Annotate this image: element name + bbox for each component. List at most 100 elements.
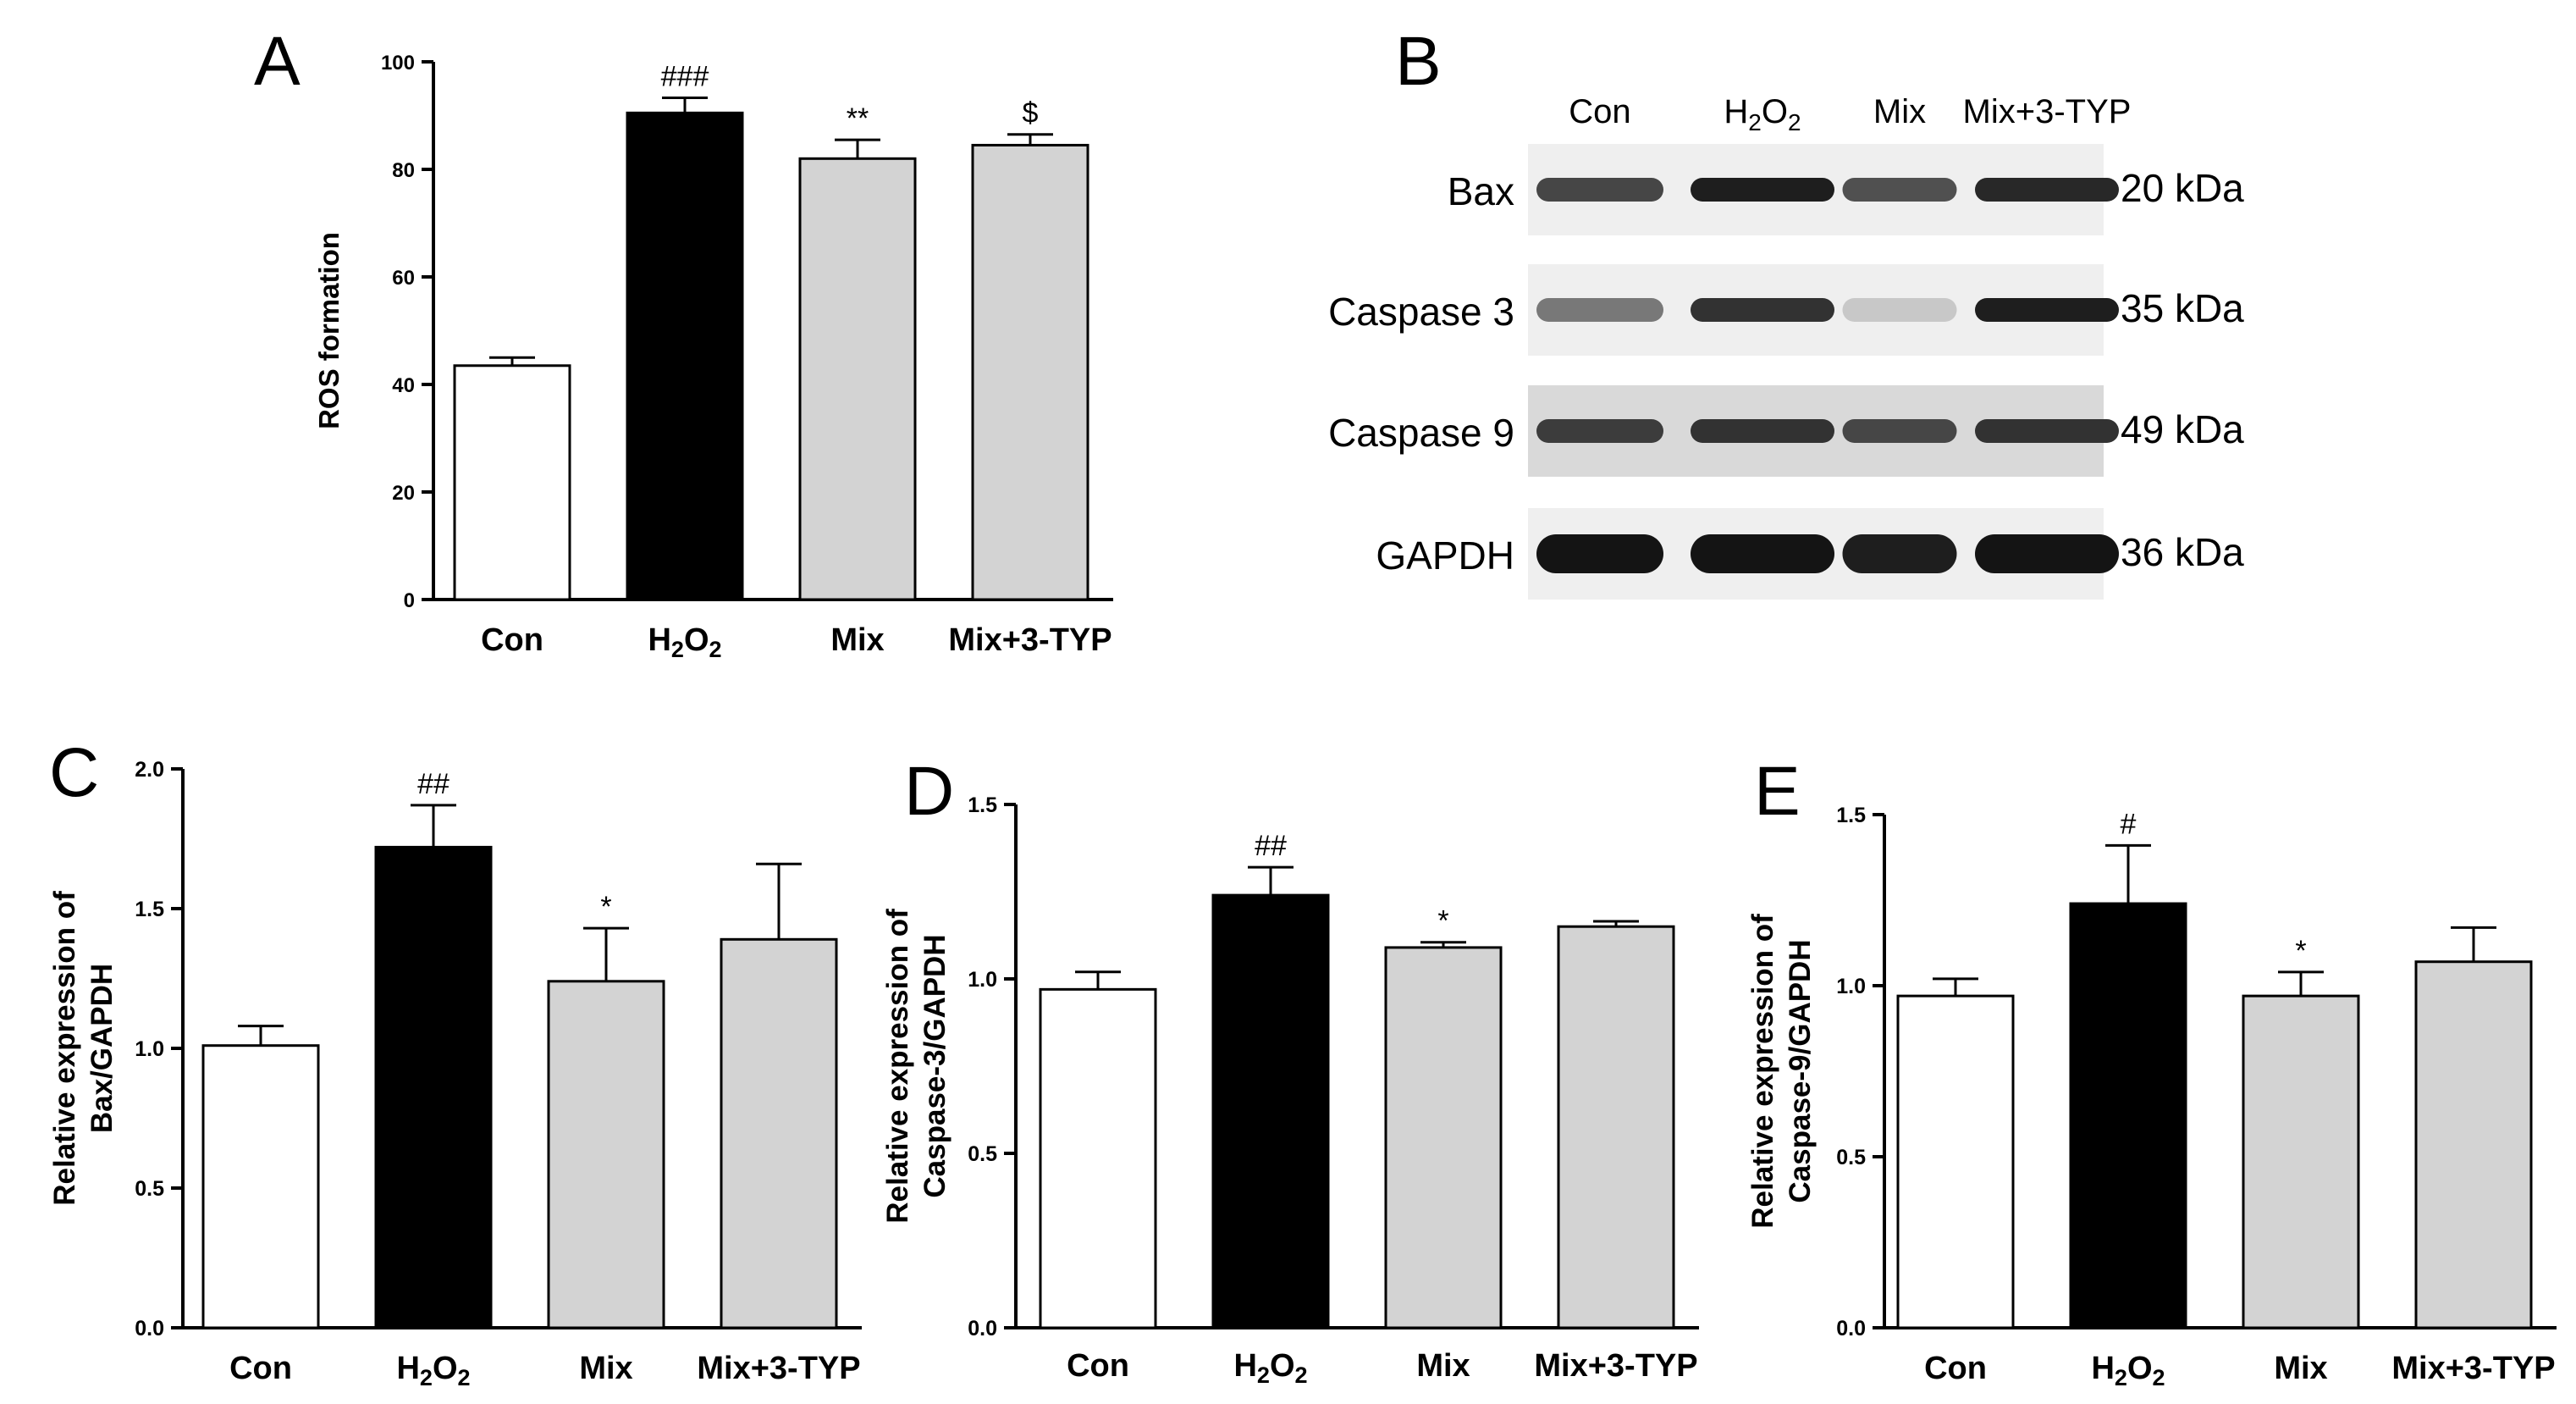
kda-label: 36 kDa <box>2121 530 2244 574</box>
protein-label: Caspase 3 <box>1328 290 1514 334</box>
significance-mark: ## <box>417 768 450 800</box>
y-tick-label: 1.5 <box>135 898 164 921</box>
bar <box>971 143 1089 601</box>
blot-band <box>1691 178 1834 202</box>
kda-label: 20 kDa <box>2121 166 2244 210</box>
y-tick-label: 1.5 <box>968 793 997 817</box>
y-tick-label: 0.0 <box>968 1317 997 1340</box>
y-axis-label-line: Caspase-3/GAPDH <box>918 934 952 1197</box>
blot-band <box>1842 534 1957 573</box>
y-axis-label-line: Relative expression of <box>881 909 914 1224</box>
bar <box>453 364 571 601</box>
lane-label: Con <box>1569 93 1630 130</box>
category-label: Mix <box>2274 1351 2327 1386</box>
bar <box>1211 893 1330 1329</box>
category-label: Mix+3-TYP <box>697 1351 860 1386</box>
significance-mark: ## <box>1255 830 1287 862</box>
significance-mark: * <box>600 891 611 923</box>
category-label: H2O2 <box>1233 1348 1307 1388</box>
category-label: H2O2 <box>2091 1351 2165 1390</box>
y-axis-label-line: Relative expression of <box>1746 914 1779 1229</box>
y-tick-label: 40 <box>392 374 415 397</box>
category-label: Con <box>1067 1348 1129 1384</box>
chart-caspase-3: 0.0 0.5 1.0 1.5 Relative expression of Caspas… <box>881 793 1699 1388</box>
protein-label: GAPDH <box>1376 533 1514 578</box>
category-label: Mix <box>830 622 884 658</box>
y-tick-label: 1.0 <box>135 1037 164 1061</box>
panel-letter-d: D <box>904 753 954 830</box>
bar <box>2414 960 2533 1329</box>
category-label: Con <box>481 622 543 658</box>
bar <box>1557 925 1675 1329</box>
blot-band <box>1536 534 1663 573</box>
panel-letter-a: A <box>254 23 301 100</box>
blot-band <box>1691 534 1834 573</box>
significance-mark: * <box>2295 935 2306 967</box>
bar <box>201 1044 320 1329</box>
category-label: H2O2 <box>396 1351 470 1390</box>
bar <box>2242 994 2360 1329</box>
y-tick-label: 0 <box>404 589 415 612</box>
y-tick-label: 0.0 <box>1836 1317 1866 1340</box>
category-label: Mix+3-TYP <box>948 622 1111 658</box>
y-axis-label-line: Relative expression of <box>48 891 81 1206</box>
blot-band <box>1536 298 1663 322</box>
lane-label: Mix+3-TYP <box>1963 93 2132 130</box>
panel-letter-e: E <box>1754 753 1801 830</box>
category-label: Con <box>229 1351 292 1386</box>
bar <box>626 111 744 601</box>
y-tick-label: 1.0 <box>968 968 997 992</box>
bar <box>547 980 665 1329</box>
blot-band <box>1975 178 2119 202</box>
y-axis-label: ROS formation <box>313 232 345 429</box>
y-tick-label: 0.5 <box>135 1177 164 1201</box>
kda-label: 35 kDa <box>2121 286 2244 330</box>
y-axis-label-line: Caspase-9/GAPDH <box>1784 939 1817 1202</box>
category-label: Mix+3-TYP <box>1534 1348 1697 1384</box>
category-label: Con <box>1924 1351 1987 1386</box>
blot-band <box>1842 419 1957 443</box>
y-tick-label: 1.5 <box>1836 804 1866 827</box>
y-tick-label: 0.0 <box>135 1317 164 1340</box>
panel-letter-c: C <box>49 734 99 811</box>
y-tick-label: 2.0 <box>135 758 164 782</box>
protein-label: Caspase 9 <box>1328 411 1514 455</box>
bar <box>2069 902 2187 1329</box>
significance-mark: # <box>2121 808 2137 840</box>
y-tick-label: 20 <box>392 482 415 505</box>
y-tick-label: 80 <box>392 159 415 182</box>
blot-band <box>1842 178 1957 202</box>
blot-band <box>1691 419 1834 443</box>
category-label: Mix+3-TYP <box>2391 1351 2555 1386</box>
blot-band <box>1842 298 1957 322</box>
blot-band <box>1975 298 2119 322</box>
y-axis-label-line: Bax/GAPDH <box>85 964 119 1133</box>
chart-ros-formation: 0 20 40 60 80 100 ROS formation Con ### H2O2 ** Mix… <box>313 52 1113 662</box>
category-label: H2O2 <box>648 622 721 662</box>
kda-label: 49 kDa <box>2121 407 2244 451</box>
significance-mark: ### <box>661 61 709 93</box>
y-tick-label: 0.5 <box>1836 1146 1866 1169</box>
bar <box>720 937 838 1329</box>
significance-mark: $ <box>1023 97 1039 130</box>
panel-letter-b: B <box>1395 23 1442 100</box>
bar <box>1384 946 1503 1329</box>
bar <box>1039 987 1157 1329</box>
y-tick-label: 60 <box>392 267 415 290</box>
category-label: Mix <box>1416 1348 1470 1384</box>
western-blot: Con H2O2 Mix Mix+3-TYP Bax 20 kDa Caspase 3 35 … <box>1328 93 2244 600</box>
blot-band <box>1975 419 2119 443</box>
y-tick-label: 0.5 <box>968 1142 997 1166</box>
blot-band <box>1536 419 1663 443</box>
blot-band <box>1691 298 1834 322</box>
y-tick-label: 1.0 <box>1836 975 1866 998</box>
protein-label: Bax <box>1448 169 1514 213</box>
y-tick-label: 100 <box>381 52 415 75</box>
lane-label: H2O2 <box>1724 93 1801 135</box>
chart-caspase-9: 0.0 0.5 1.0 1.5 Relative expression of Caspas… <box>1746 804 2557 1390</box>
bar <box>1896 994 2015 1329</box>
blot-band <box>1975 534 2119 573</box>
chart-bax: 0.0 0.5 1.0 1.5 2.0 Relative expression of Bax… <box>48 758 862 1390</box>
lane-label: Mix <box>1873 93 1926 130</box>
significance-mark: ** <box>847 102 869 135</box>
